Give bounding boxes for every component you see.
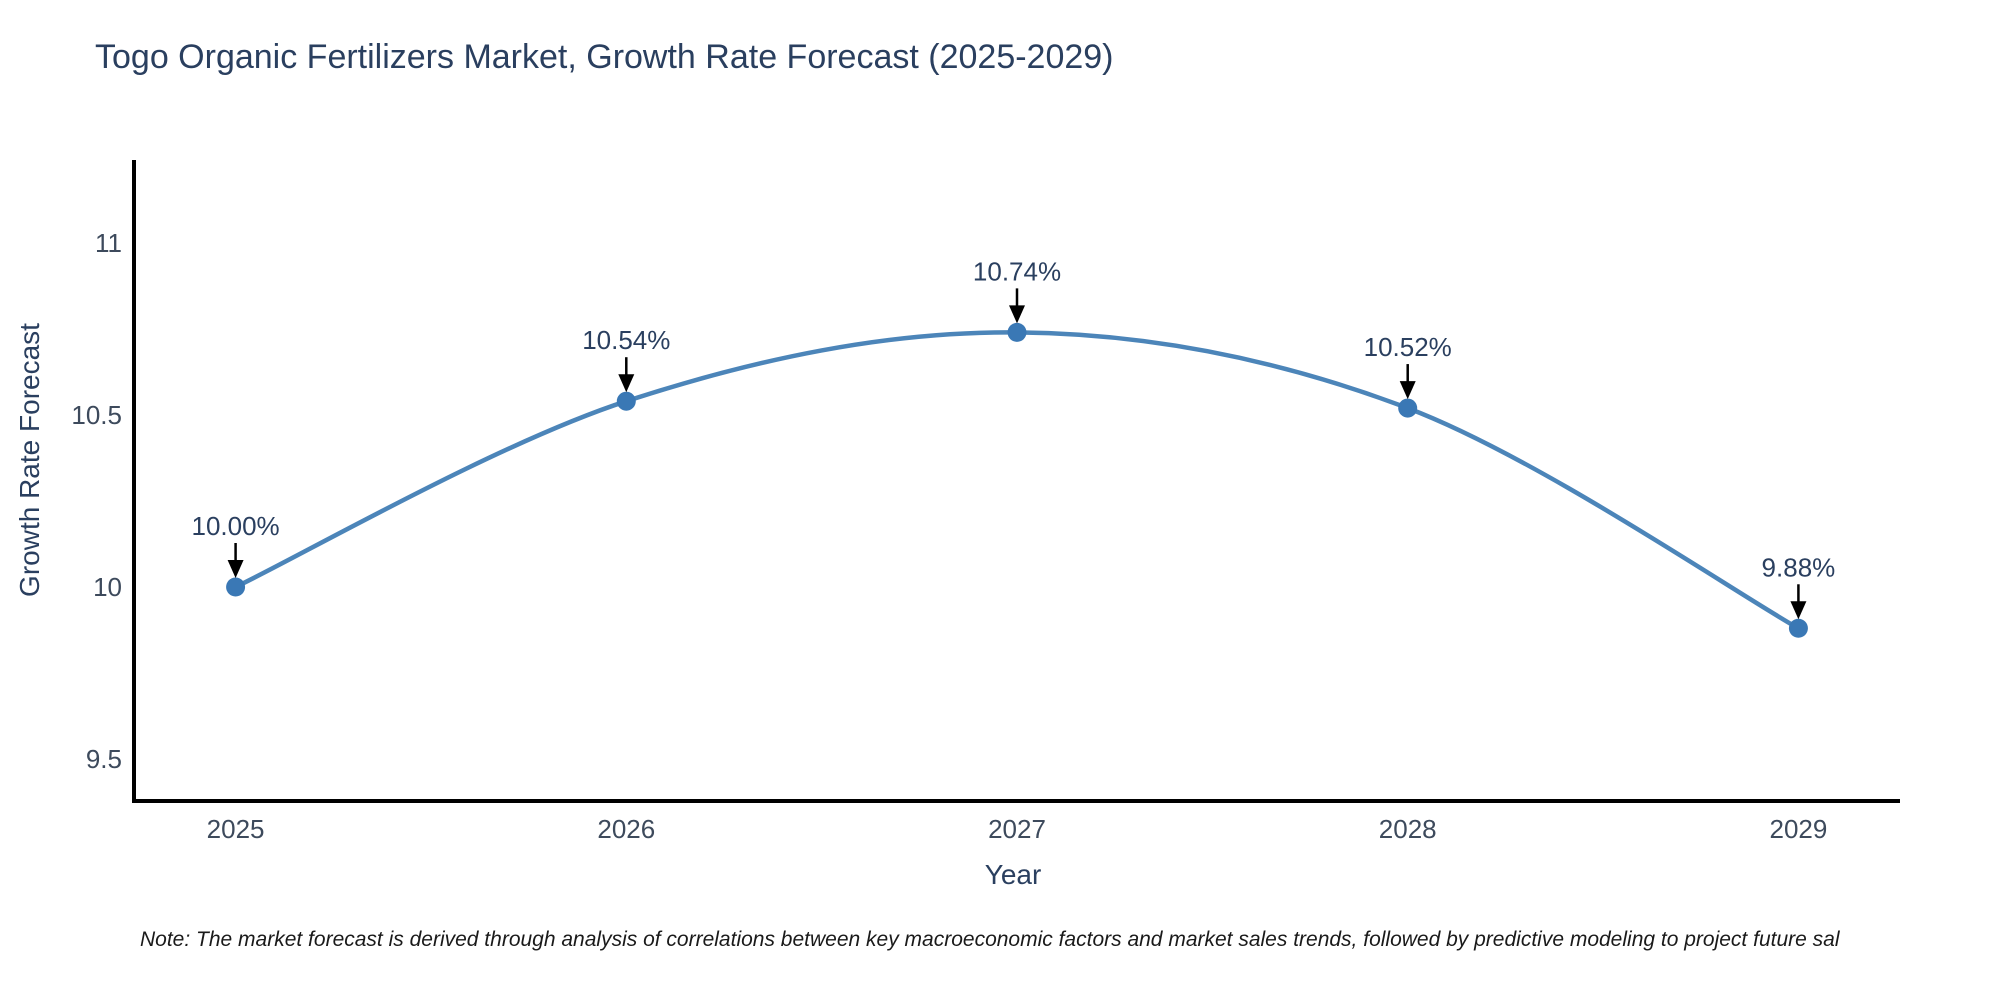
annotation-label: 9.88%: [1762, 552, 1836, 582]
x-axis-title: Year: [984, 859, 1042, 890]
data-point-marker: [1788, 618, 1808, 638]
footnote: Note: The market forecast is derived thr…: [140, 928, 1840, 951]
y-tick-label: 10.5: [71, 400, 122, 430]
annotation-arrowhead: [618, 374, 635, 393]
x-tick-label: 2025: [207, 814, 265, 844]
x-tick-label: 2029: [1769, 814, 1827, 844]
forecast-line: [233, 330, 1801, 631]
annotation-arrowhead: [1399, 381, 1416, 400]
y-tick-label: 10: [93, 572, 122, 602]
annotation-label: 10.00%: [191, 511, 279, 541]
annotation-label: 10.54%: [582, 325, 670, 355]
data-point-marker: [226, 577, 246, 597]
annotation-label: 10.74%: [973, 256, 1061, 286]
chart-title: Togo Organic Fertilizers Market, Growth …: [95, 38, 1114, 76]
annotation-arrowhead: [227, 559, 244, 578]
x-tick-label: 2027: [988, 814, 1046, 844]
data-point-marker: [1398, 398, 1418, 418]
annotation-arrowhead: [1009, 305, 1025, 324]
annotation-arrowhead: [1790, 601, 1807, 620]
data-point-marker: [616, 391, 636, 411]
annotation-label: 10.52%: [1364, 332, 1452, 362]
data-point-marker: [1007, 322, 1027, 342]
x-tick-label: 2026: [597, 814, 655, 844]
y-tick-label: 11: [95, 228, 122, 258]
y-tick-label: 9.5: [86, 744, 122, 774]
x-tick-label: 2028: [1379, 814, 1437, 844]
